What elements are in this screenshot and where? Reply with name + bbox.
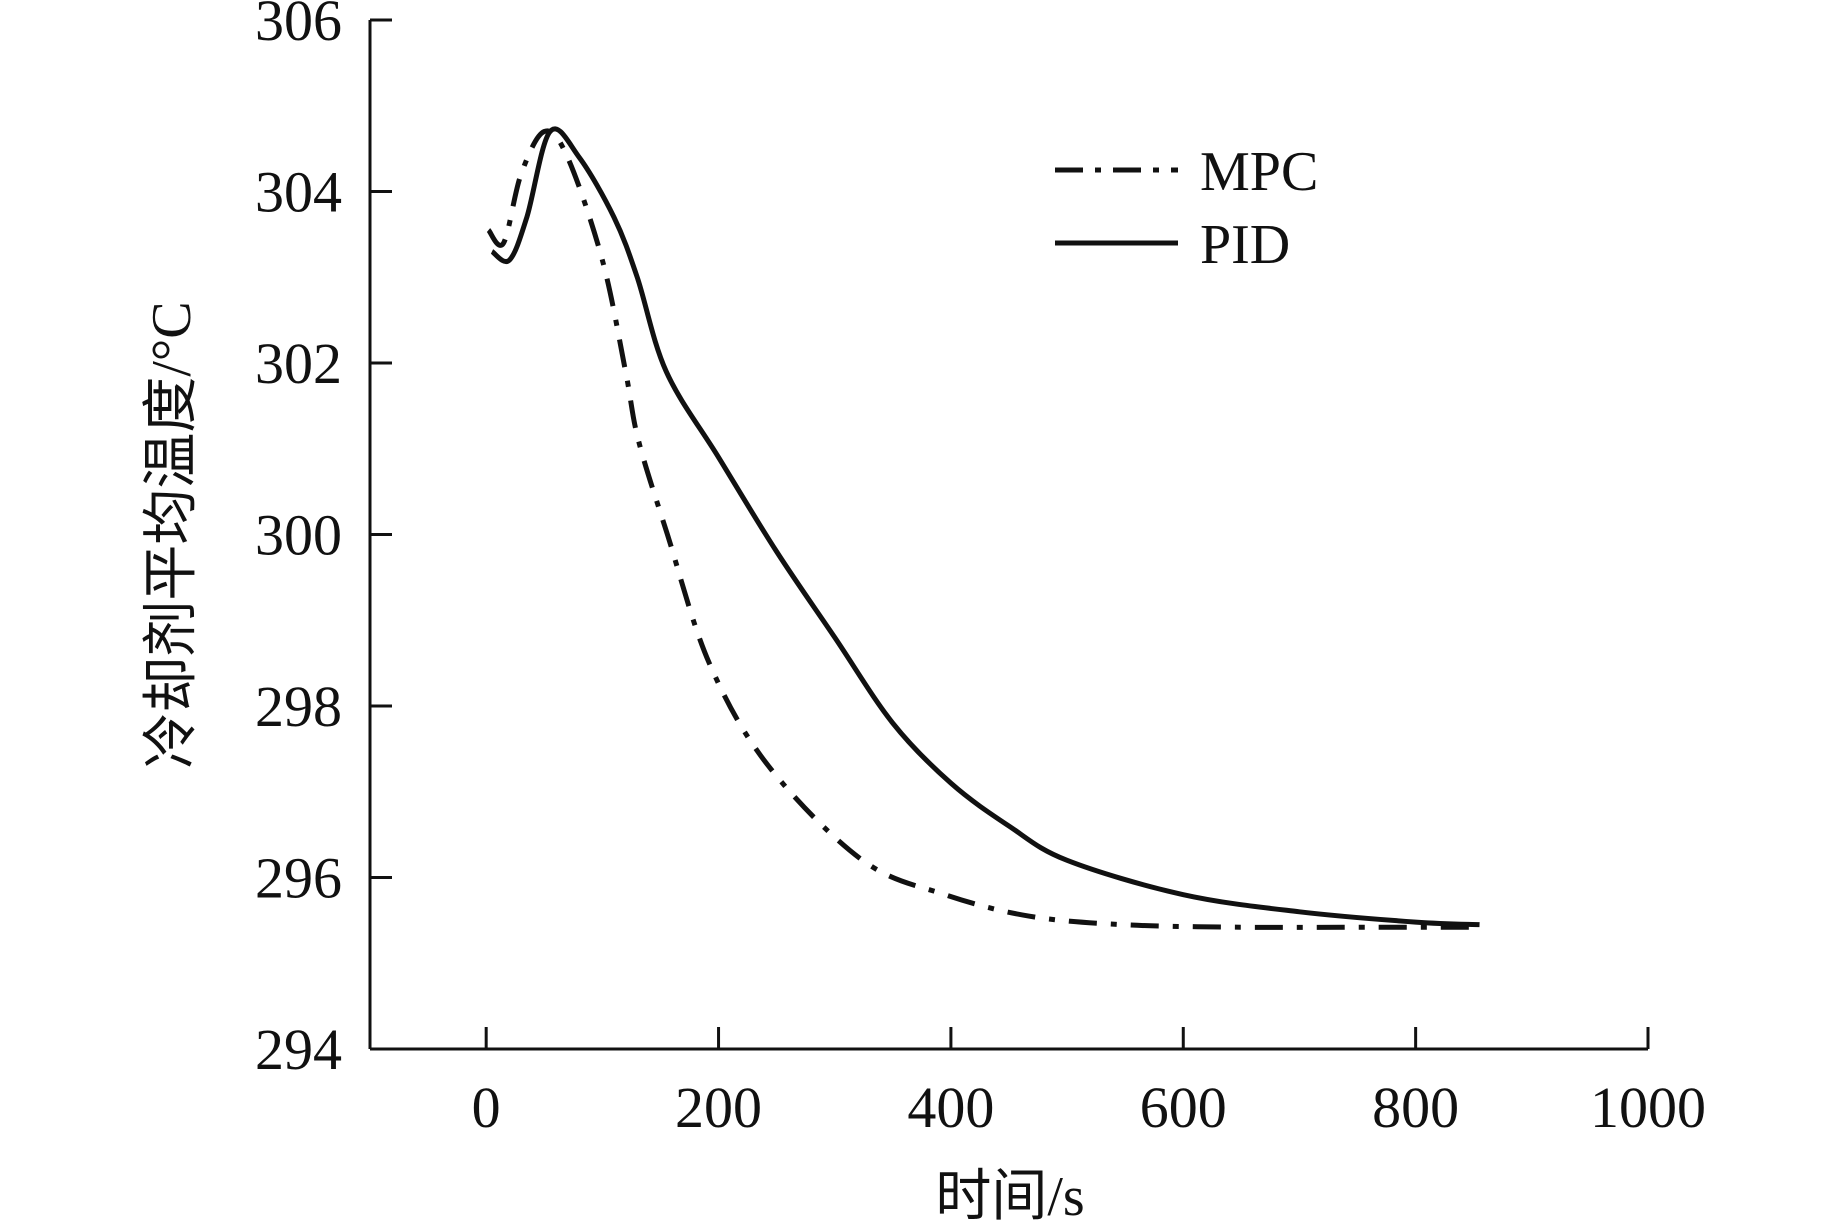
axes: 0 200 400 600 800 1000 294 296 298 300 302 304 306 [255, 0, 1706, 1140]
x-tick-label: 200 [675, 1075, 762, 1140]
x-axis-label: 时间/s [935, 1166, 1084, 1220]
series-line-pid [490, 126, 1480, 928]
y-axis-label: 冷却剂平均温度/°C [141, 301, 203, 768]
y-tick-label: 306 [255, 0, 342, 53]
y-tick-label: 294 [255, 1017, 342, 1082]
y-tick-label: 302 [255, 331, 342, 396]
x-tick-label: 0 [472, 1075, 501, 1140]
x-tick-label: 400 [907, 1075, 994, 1140]
legend: MPC PID [1055, 141, 1318, 276]
legend-pid-label: PID [1200, 214, 1290, 276]
y-tick-label: 300 [255, 503, 342, 568]
x-tick-label: 600 [1140, 1075, 1227, 1140]
y-tick-label: 304 [255, 160, 342, 225]
y-tick-label: 298 [255, 674, 342, 739]
legend-mpc-label: MPC [1200, 141, 1318, 203]
series-group [486, 126, 1480, 930]
x-tick-label: 800 [1372, 1075, 1459, 1140]
y-tick-label: 296 [255, 846, 342, 911]
x-tick-label: 1000 [1590, 1075, 1706, 1140]
